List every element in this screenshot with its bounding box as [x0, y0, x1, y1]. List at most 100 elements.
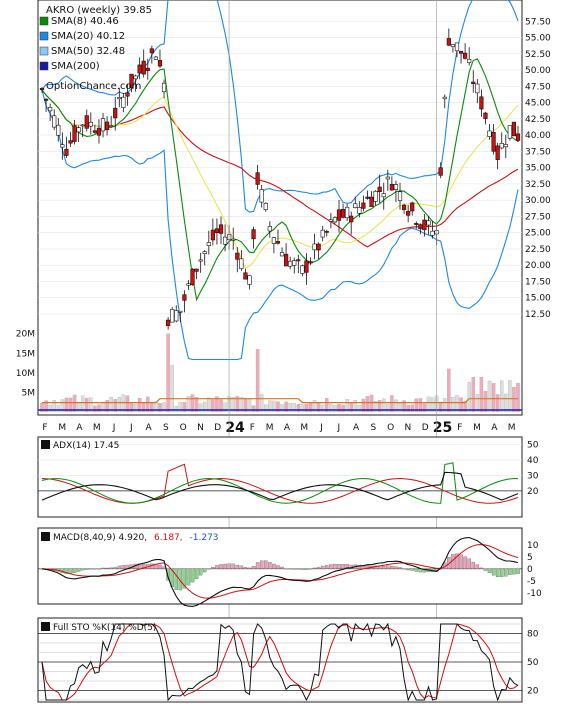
- volume-bar: [398, 403, 402, 413]
- candle-body: [288, 260, 293, 267]
- candle-body: [475, 83, 480, 94]
- candle-body: [121, 96, 126, 108]
- volume-bar: [471, 377, 475, 413]
- sto-k-line: [41, 622, 519, 702]
- candle-body: [149, 48, 154, 54]
- candle-body: [320, 229, 325, 238]
- sto-lines: [41, 622, 519, 702]
- macd-histogram-bar: [72, 568, 77, 574]
- candle-body: [292, 260, 297, 266]
- x-axis-label: J: [129, 423, 133, 433]
- volume-bar: [422, 403, 427, 413]
- adx-label: ADX(14) 17.45: [53, 441, 119, 451]
- candle-body: [284, 253, 289, 267]
- x-axis-label: J: [336, 423, 340, 433]
- candle-body: [385, 176, 390, 180]
- candle-body: [72, 125, 77, 142]
- candle-body: [422, 219, 427, 231]
- candle-body: [479, 96, 484, 110]
- volume-bar: [402, 400, 406, 413]
- price-tick-label: 40.00: [525, 131, 551, 141]
- x-axis-label: F: [457, 423, 462, 433]
- candle-body: [499, 143, 504, 149]
- x-axis-label: M: [508, 423, 516, 433]
- macd-histogram-bar: [381, 566, 386, 569]
- candle-body: [64, 148, 69, 156]
- macd-histogram-bar: [276, 565, 280, 569]
- volume-bar: [268, 400, 272, 413]
- adx-tick-label: 40: [527, 456, 539, 466]
- volume-bar: [325, 397, 329, 413]
- legend-label: SMA(20) 40.12: [51, 31, 125, 42]
- volume-average-lines: [38, 398, 522, 411]
- volume-bar: [455, 395, 459, 413]
- macd-histogram-bar: [215, 565, 219, 569]
- macd-histogram-bar: [202, 568, 207, 573]
- volume-bar: [491, 383, 496, 413]
- macd-histogram-bar: [365, 565, 370, 569]
- candle-body: [259, 189, 264, 203]
- volume-bar: [264, 404, 268, 413]
- candle-body: [393, 184, 399, 190]
- candle-body: [231, 238, 236, 241]
- adx-plus-di-line: [41, 462, 518, 504]
- volume-bar: [467, 381, 471, 413]
- macd-histogram-bar: [487, 568, 492, 574]
- volume-bar: [406, 405, 410, 413]
- volume-bar: [121, 394, 126, 413]
- volume-bar: [68, 397, 73, 413]
- x-axis-label: M: [300, 423, 308, 433]
- x-axis-label: N: [405, 423, 412, 433]
- candle-body: [418, 224, 423, 230]
- volume-bar: [373, 401, 378, 413]
- candle-body: [56, 124, 61, 136]
- macd-histogram-bar: [194, 568, 199, 579]
- volume-bar: [430, 397, 435, 413]
- price-tick-label: 17.50: [525, 277, 551, 287]
- x-axis-label: A: [491, 423, 498, 433]
- macd-histogram-bar: [398, 567, 402, 569]
- macd-histogram-bar: [259, 560, 264, 569]
- legend: AKRO (weekly) 39.85 SMA(8) 40.46 SMA(20) …: [39, 5, 152, 92]
- macd-tick-label: 5: [527, 553, 533, 563]
- macd-histogram-bar: [304, 568, 309, 570]
- bollinger-lower-line: [41, 89, 519, 361]
- candle-body: [235, 252, 240, 260]
- sma8-line: [41, 58, 519, 302]
- x-axis-label: 25: [433, 420, 452, 436]
- macd-histogram-bar: [235, 564, 240, 569]
- macd-histogram-bar: [459, 554, 463, 569]
- candle-body: [129, 73, 134, 88]
- macd-histogram-bar: [97, 568, 101, 570]
- macd-histogram-bar: [231, 563, 235, 569]
- candle-body: [426, 220, 431, 226]
- volume-bar: [235, 396, 240, 413]
- candle-body: [369, 196, 374, 207]
- macd-histogram-bar: [198, 568, 203, 576]
- adx-tick-label: 20: [527, 487, 539, 497]
- volume-bar: [231, 397, 235, 413]
- volume-bar: [418, 398, 423, 413]
- volume-bar: [312, 400, 317, 413]
- candle-body: [202, 251, 207, 255]
- volume-bar: [479, 377, 484, 413]
- candle-body: [52, 115, 57, 128]
- macd-histogram-bar: [174, 568, 179, 590]
- candle-body: [414, 223, 419, 225]
- macd-histogram-bar: [64, 568, 69, 575]
- volume-bar: [162, 402, 166, 413]
- candle-body: [206, 242, 211, 247]
- candle-body: [125, 92, 130, 97]
- volume-tick-label: 5M: [22, 388, 36, 398]
- candle-body: [296, 259, 301, 262]
- macd-histogram-bar: [121, 565, 126, 569]
- candle-body: [214, 228, 220, 234]
- price-tick-label: 45.00: [525, 99, 551, 109]
- price-tick-label: 52.50: [525, 50, 551, 60]
- candle-body: [316, 243, 321, 251]
- watermark: OptionChance.com: [46, 81, 141, 92]
- volume-bar: [174, 405, 179, 413]
- volume-bar: [178, 402, 183, 413]
- macd-histogram-bar: [390, 566, 394, 569]
- volume-bar: [97, 404, 101, 413]
